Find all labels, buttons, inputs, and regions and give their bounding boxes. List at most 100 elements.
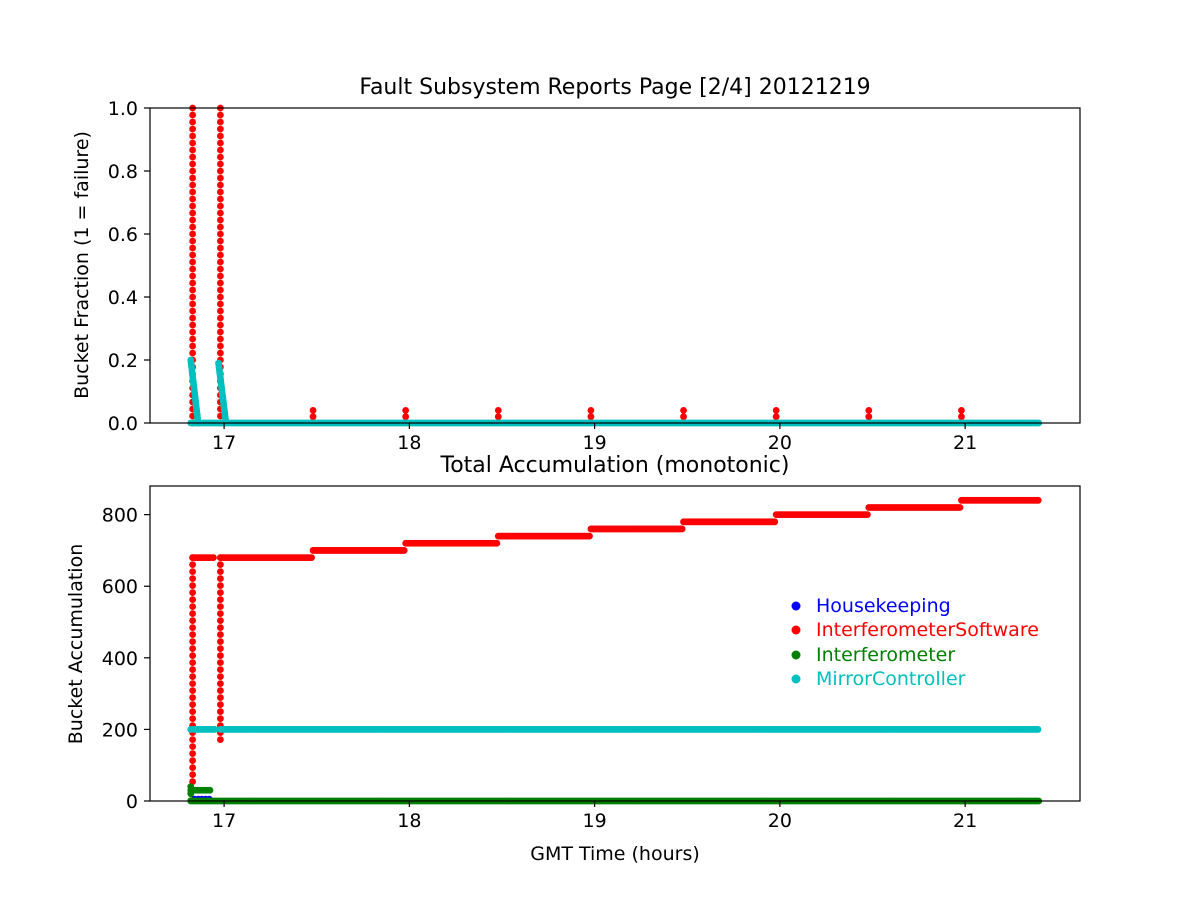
- chart1-interferometersoftware-ramp-point: [217, 715, 224, 722]
- chart0-interferometersoftware-spike-point: [189, 272, 197, 280]
- chart0-interferometersoftware-spike-point: [189, 335, 197, 343]
- chart0-interferometersoftware-spike-point: [217, 118, 224, 126]
- chart1-interferometersoftware-ramp-point: [217, 582, 224, 589]
- chart1-x-tick-label: 17: [212, 810, 236, 832]
- bottom-chart: Total Accumulation (monotonic) Bucket Ac…: [65, 453, 1081, 865]
- chart0-interferometersoftware-marker-point: [772, 413, 780, 421]
- chart0-interferometersoftware-spike-point: [189, 160, 197, 168]
- chart0-interferometersoftware-marker-point: [309, 407, 317, 414]
- chart0-interferometersoftware-spike-point: [189, 258, 197, 266]
- top-chart-frame: [149, 107, 1081, 424]
- chart0-interferometersoftware-spike-point: [217, 321, 224, 329]
- chart1-interferometersoftware-ramp-point: [189, 694, 197, 701]
- chart0-interferometersoftware-spike-point: [217, 286, 224, 294]
- chart0-interferometersoftware-spike-point: [217, 314, 224, 322]
- chart0-interferometersoftware-spike-point: [189, 342, 197, 350]
- chart1-interferometersoftware-ramp-point: [217, 736, 224, 743]
- chart0-interferometersoftware-spike-point: [189, 209, 197, 217]
- chart0-interferometersoftware-spike-point: [217, 230, 224, 238]
- chart0-interferometersoftware-marker-point: [958, 413, 965, 421]
- chart0-interferometersoftware-spike-point: [217, 328, 224, 336]
- chart1-interferometersoftware-ramp-point: [217, 666, 224, 673]
- chart0-interferometersoftware-spike-point: [217, 307, 224, 315]
- chart1-interferometersoftware-ramp-point: [217, 680, 224, 687]
- chart1-interferometersoftware-ramp-point: [189, 617, 197, 624]
- chart0-interferometersoftware-marker-point: [402, 413, 410, 421]
- chart0-interferometersoftware-spike-point: [217, 279, 224, 287]
- bottom-chart-legend: Housekeeping InterferometerSoftware Inte…: [791, 595, 1039, 690]
- chart0-y-tick-label: 0.0: [108, 413, 138, 435]
- bottom-chart-frame: [149, 485, 1081, 802]
- chart0-interferometersoftware-spike-point: [189, 188, 197, 196]
- chart0-interferometersoftware-spike-point: [189, 202, 197, 210]
- chart0-interferometersoftware-spike-point: [189, 321, 197, 329]
- chart0-interferometersoftware-spike-point: [189, 230, 197, 238]
- chart1-interferometersoftware-step-point: [678, 525, 686, 533]
- chart0-interferometersoftware-marker-point: [772, 407, 780, 414]
- chart0-interferometersoftware-spike-point: [217, 139, 224, 147]
- chart0-y-tick-label: 0.6: [108, 224, 138, 246]
- chart1-interferometersoftware-ramp-point: [189, 568, 197, 575]
- chart1-interferometersoftware-ramp-point: [189, 575, 197, 582]
- chart1-interferometersoftware-step-point: [308, 554, 315, 561]
- chart0-interferometersoftware-spike-point: [217, 223, 224, 231]
- chart0-interferometersoftware-spike-point: [217, 174, 224, 182]
- chart0-interferometersoftware-spike-point: [217, 265, 224, 273]
- chart1-interferometersoftware-ramp-point: [189, 757, 197, 764]
- chart0-interferometersoftware-marker-point: [865, 407, 873, 414]
- legend-label-interferometer: Interferometer: [816, 644, 955, 666]
- chart0-interferometersoftware-marker-point: [958, 407, 965, 414]
- chart0-interferometersoftware-spike-point: [217, 146, 224, 154]
- chart0-interferometersoftware-spike-point: [217, 335, 224, 343]
- top-chart-marks: [187, 104, 1043, 427]
- top-chart-ylabel: Bucket Fraction (1 = failure): [71, 131, 93, 399]
- chart0-x-tick-label: 17: [212, 432, 236, 454]
- chart1-interferometersoftware-ramp-point: [189, 638, 197, 645]
- chart1-interferometersoftware-ramp-point: [217, 673, 224, 680]
- chart0-interferometersoftware-spike-point: [189, 195, 197, 203]
- chart0-interferometersoftware-marker-point: [865, 413, 873, 421]
- chart0-interferometersoftware-spike-point: [189, 286, 197, 294]
- bottom-chart-ylabel: Bucket Accumulation: [65, 544, 87, 745]
- chart1-interferometersoftware-ramp-point: [189, 610, 197, 617]
- chart0-interferometersoftware-spike-point: [189, 314, 197, 322]
- bottom-chart-axes: 17 18 19 20 21 0 200 400 600 800: [102, 505, 977, 832]
- chart1-interferometersoftware-ramp-point: [189, 631, 197, 638]
- chart1-mirrorcontroller-step-point: [1034, 726, 1042, 733]
- chart0-interferometersoftware-spike-point: [189, 139, 197, 147]
- chart1-interferometersoftware-step-point: [400, 547, 408, 554]
- chart1-interferometersoftware-ramp-point: [189, 764, 197, 771]
- chart0-x-tick-label: 20: [768, 432, 792, 454]
- chart0-interferometersoftware-spike-point: [189, 167, 197, 175]
- chart1-interferometersoftware-ramp-point: [217, 561, 224, 568]
- top-chart: Fault Subsystem Reports Page [2/4] 20121…: [71, 75, 1081, 454]
- chart1-interferometersoftware-ramp-point: [189, 589, 197, 596]
- chart0-interferometersoftware-spike-point: [189, 181, 197, 189]
- chart0-interferometersoftware-spike-point: [217, 195, 224, 203]
- chart1-interferometersoftware-ramp-point: [189, 666, 197, 673]
- chart0-interferometersoftware-spike-point: [189, 223, 197, 231]
- chart0-interferometersoftware-spike-point: [217, 251, 224, 259]
- chart1-interferometersoftware-step-point: [956, 504, 964, 511]
- chart1-x-tick-label: 21: [953, 810, 977, 832]
- chart1-interferometersoftware-ramp-point: [189, 603, 197, 610]
- chart1-interferometersoftware-ramp-point: [217, 687, 224, 694]
- legend-marker-interferometer: [791, 650, 801, 660]
- chart0-interferometersoftware-spike-point: [217, 349, 224, 357]
- chart0-x-tick-label: 21: [953, 432, 977, 454]
- chart0-interferometersoftware-spike-point: [189, 307, 197, 315]
- chart1-interferometersoftware-step-point: [771, 518, 779, 526]
- chart1-y-tick-label: 400: [102, 648, 138, 670]
- chart1-interferometersoftware-ramp-point: [217, 575, 224, 582]
- chart1-interferometersoftware-ramp-point: [189, 561, 197, 568]
- chart0-y-tick-label: 0.4: [108, 287, 138, 309]
- legend-marker-mirrorcontroller: [791, 674, 801, 684]
- chart0-interferometersoftware-spike-point: [189, 251, 197, 259]
- chart0-interferometersoftware-spike-point: [217, 181, 224, 189]
- legend-label-interferometersoftware: InterferometerSoftware: [816, 619, 1039, 641]
- chart1-interferometersoftware-ramp-point: [189, 659, 197, 666]
- chart1-interferometersoftware-ramp-point: [189, 750, 197, 757]
